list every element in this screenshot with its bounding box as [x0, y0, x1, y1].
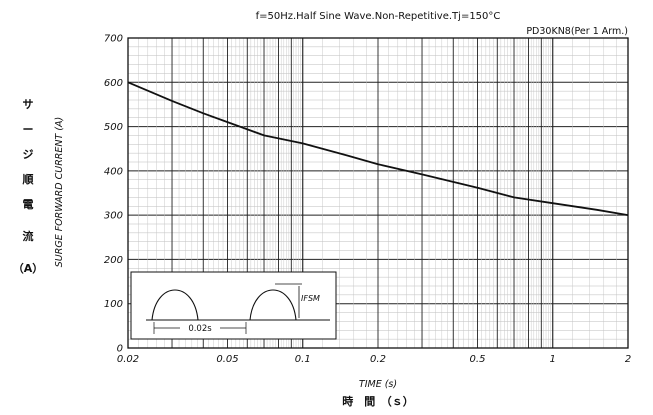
y-tick-label: 600 [104, 78, 123, 89]
plot-frame [127, 37, 629, 349]
y-axis-label-jp-char: 電 [23, 198, 34, 211]
inset-frame [130, 271, 337, 340]
y-tick-label: 300 [104, 211, 123, 222]
y-tick-label: 200 [104, 255, 123, 266]
x-tick-label: 0.1 [295, 354, 311, 365]
x-tick-label: 0.02 [117, 354, 139, 365]
y-axis-label: SURGE FORWARD CURRENT (A) [54, 117, 65, 268]
inset-half-sine-1 [151, 289, 199, 321]
y-tick-label: 500 [104, 122, 123, 133]
inset-period-label-bg [180, 322, 220, 333]
chart-subtitle: PD30KN8(Per 1 Arm.) [526, 26, 628, 37]
y-axis-label-jp-char: （A） [13, 262, 44, 275]
x-tick-label: 0.5 [470, 354, 486, 365]
x-tick-label: 0.05 [216, 354, 238, 365]
y-tick-labels: 0 100 200 300 400 500 600 700 [104, 34, 123, 355]
y-tick-label: 0 [117, 344, 123, 355]
x-axis-label: TIME (s) [359, 379, 397, 390]
y-axis-label-jp-char: 順 [23, 172, 35, 186]
y-axis-label-jp-char: ー [23, 123, 34, 136]
y-axis-label-jp-char: サ [23, 98, 34, 111]
x-tick-label: 1 [550, 354, 556, 365]
waveform-inset: IFSM 0.02s [130, 271, 337, 340]
y-axis-label-jp-char: 流 [23, 229, 34, 243]
series-group [127, 81, 629, 216]
inset-period-label: 0.02s [188, 324, 212, 334]
x-tick-labels: 0.02 0.05 0.1 0.2 0.5 1 2 [117, 354, 631, 365]
y-tick-label: 700 [104, 34, 123, 45]
x-tick-label: 2 [625, 354, 631, 365]
x-axis-label-jp: 時 間 （ｓ） [342, 394, 414, 408]
chart-title: f=50Hz.Half Sine Wave.Non-Repetitive.Tj=… [256, 11, 501, 22]
inset-peak-label: IFSM [301, 294, 320, 303]
y-tick-label: 400 [104, 166, 123, 177]
x-tick-label: 0.2 [370, 354, 386, 365]
inset-half-sine-2 [249, 289, 297, 321]
y-tick-label: 100 [104, 299, 123, 310]
y-axis-label-jp-char: ジ [23, 148, 34, 161]
series-line-0 [127, 81, 629, 216]
